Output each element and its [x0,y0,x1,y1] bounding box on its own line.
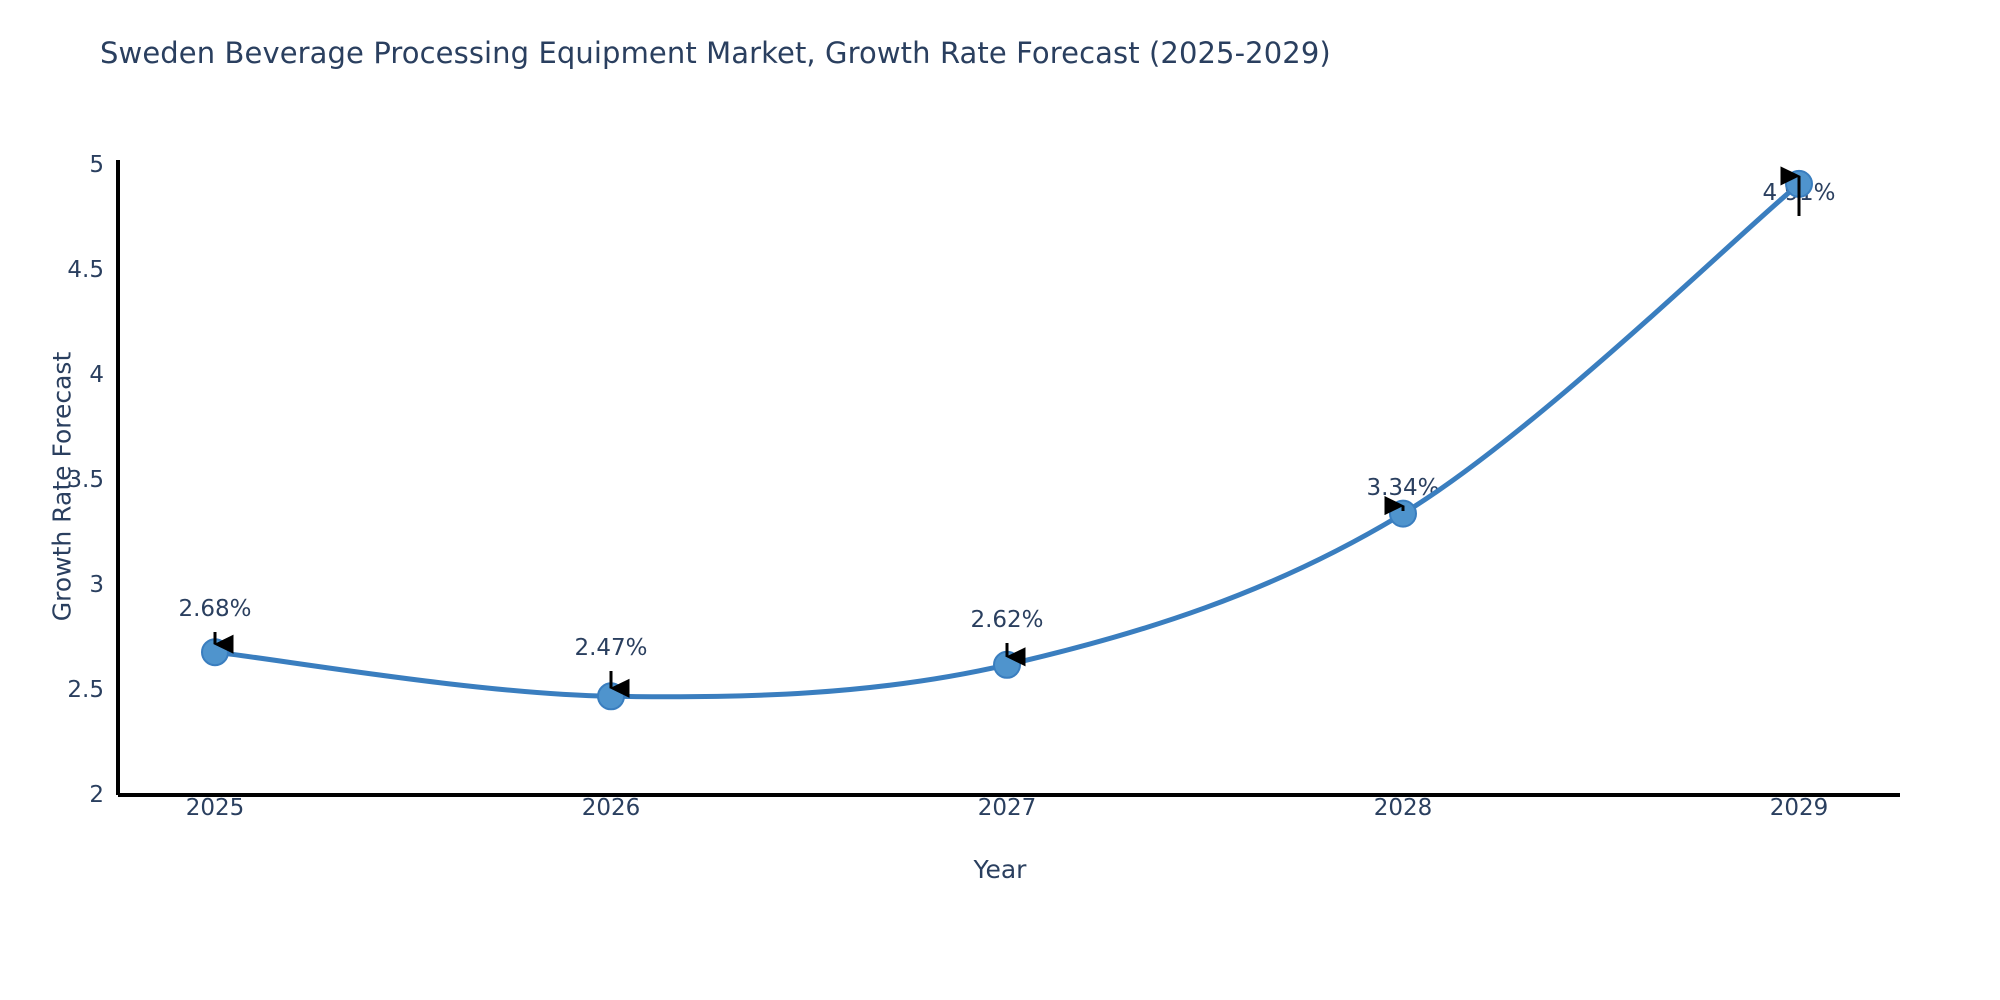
chart-title: Sweden Beverage Processing Equipment Mar… [100,36,1331,70]
y-tick-label: 5 [89,152,104,178]
annotation-arrows [213,166,1801,698]
y-tick-label: 2 [89,782,104,808]
data-label-2027: 2.62% [970,607,1044,633]
data-point-marker[interactable] [1389,499,1417,528]
y-tick-label: 2.5 [67,677,104,703]
data-label-2025: 2.68% [178,596,252,622]
y-tick-label: 4 [89,362,104,388]
x-tick-label-2029: 2029 [1769,795,1829,821]
y-tick-label: 3.5 [67,467,104,493]
x-tick-label-2028: 2028 [1373,795,1433,821]
x-tick-label-2025: 2025 [185,795,245,821]
y-tick-label: 3 [89,572,104,598]
x-tick-label-2027: 2027 [977,795,1037,821]
data-label-2026: 2.47% [574,635,648,661]
x-axis-title: Year [973,855,1027,884]
series-line [212,181,1802,700]
y-axis-tick-labels: 2 2.5 3 3.5 4 4.5 5 [14,0,104,1000]
y-tick-label: 4.5 [67,257,104,283]
data-point-markers [201,169,1813,711]
x-tick-label-2026: 2026 [581,795,641,821]
